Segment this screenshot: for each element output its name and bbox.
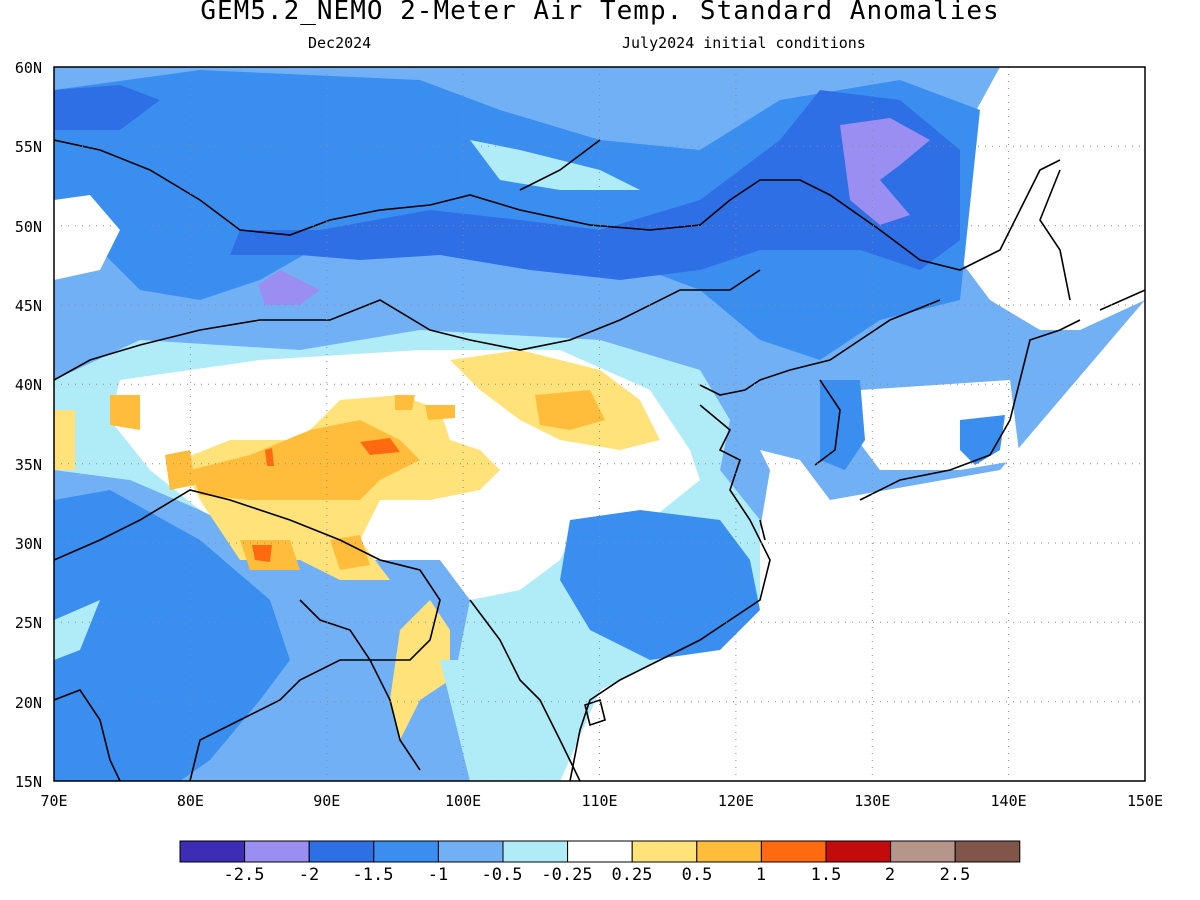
anomaly-field [54,67,1145,781]
lat-label: 55N [15,138,42,156]
colorbar-swatch [696,840,762,863]
colorbar-label: -1.5 [353,865,394,885]
myanmar-positive [390,600,450,740]
valid-month: Dec2024 [308,34,372,52]
tibet-positive-strong [190,420,420,500]
colorbar-swatch [825,840,892,863]
colorbar-label: -1 [428,865,448,885]
lon-label: 150E [1127,792,1163,810]
colorbar-label: 0.25 [612,865,653,885]
chart-title: GEM5.2_NEMO 2-Meter Air Temp. Standard A… [200,0,1000,26]
lat-label: 50N [15,218,42,236]
colorbar-labels: -2.5 -2 -1.5 -1 -0.5 -0.25 0.25 0.5 1 1.… [224,865,971,885]
stronger-negative-band [230,90,960,280]
extreme-cold-kazakhstan [258,270,320,305]
india-negative [54,490,290,781]
lat-label: 60N [15,59,42,77]
lon-axis: 70E 80E 90E 100E 110E 120E 130E 140E 150… [40,792,1163,810]
lat-label: 20N [15,694,42,712]
colorbar-swatch [954,840,1021,863]
extreme-cold-northeast [840,118,930,225]
colorbar-label: -2 [299,865,319,885]
map-frame [53,66,1146,782]
lon-label: 80E [177,792,204,810]
colorbar-swatch [244,840,310,863]
ocean-mask-south [560,300,1145,781]
colorbar-swatch [890,840,956,863]
colorbar-swatch [502,840,569,863]
init-conditions: July2024 initial conditions [622,34,866,52]
lat-label: 30N [15,535,42,553]
lon-label: 100E [445,792,481,810]
lat-label: 35N [15,456,42,474]
colorbar-swatch [567,840,633,863]
colorbar-swatch [373,840,439,863]
south-china-negative [560,510,760,660]
colorbar-label: -0.25 [541,865,592,885]
colorbar [179,840,1021,863]
strong-negative-band [54,70,980,360]
graticule [54,67,1145,781]
lon-label: 70E [40,792,67,810]
lat-axis: 60N 55N 50N 45N 40N 35N 30N 25N 20N 15N [15,59,42,791]
lon-label: 110E [581,792,617,810]
lat-label: 45N [15,297,42,315]
colorbar-swatch [179,840,246,863]
lon-label: 120E [718,792,754,810]
lat-label: 25N [15,614,42,632]
colorbar-swatch [631,840,698,863]
colorbar-label: 2 [885,865,895,885]
colorbar-label: 2.5 [940,865,971,885]
colorbar-label: -0.5 [482,865,523,885]
colorbar-label: -2.5 [224,865,265,885]
lon-label: 90E [313,792,340,810]
colorbar-label: 1 [756,865,766,885]
ocean-mask-north [960,67,1145,330]
colorbar-swatch [308,840,375,863]
colorbar-swatch [437,840,504,863]
lat-label: 15N [15,773,42,791]
lon-label: 130E [854,792,890,810]
lon-label: 140E [991,792,1027,810]
colorbar-swatch [760,840,827,863]
colorbar-label: 1.5 [811,865,842,885]
coastlines [54,139,1145,781]
lat-label: 40N [15,376,42,394]
colorbar-label: 0.5 [682,865,713,885]
